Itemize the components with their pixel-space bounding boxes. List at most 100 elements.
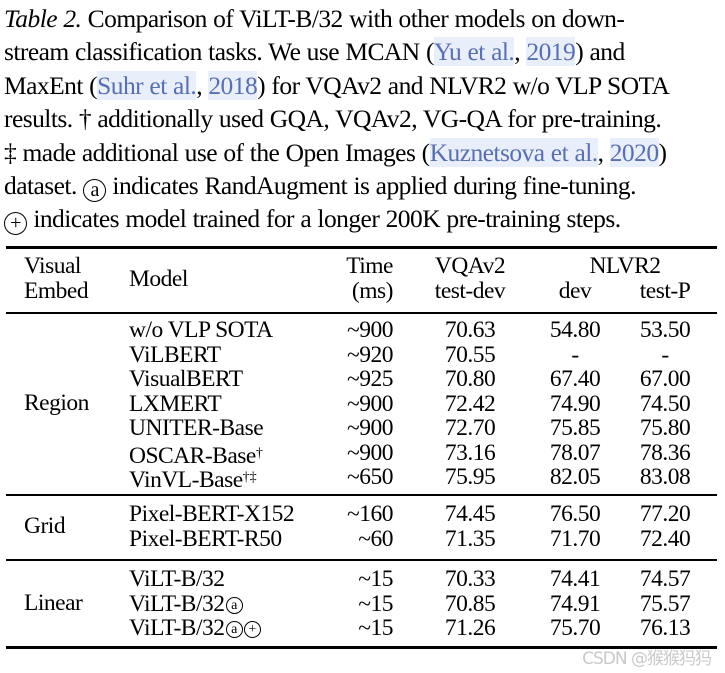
watermark: CSDN @猴猴犸犸 [582,649,712,669]
cell-testp: 75.57 [639,590,691,617]
circled-plus-icon: + [243,621,261,638]
citation-suhr-year[interactable]: 2018 [208,70,258,100]
group-rule-1 [6,494,717,496]
cell-testp: - [661,341,669,368]
model-name: OSCAR-Base [129,442,256,469]
cell-model: OSCAR-Base† [129,441,263,469]
cell-dev: 74.90 [549,390,601,417]
cell-testp: 53.50 [639,317,691,343]
group-label-region: Region [24,390,89,417]
cell-vqa: 74.45 [444,501,496,527]
model-name: ViLT-B/32 [129,615,225,641]
header-nlvr2-dev: dev [558,278,592,304]
cell-time: ~900 [347,390,393,417]
caption-line-2: stream classification tasks. We use MCAN… [4,37,625,67]
cell-testp: 67.00 [639,366,691,392]
cell-model: VisualBERT [129,367,243,392]
cell-model: Pixel-BERT-X152 [129,502,295,527]
cell-time: ~160 [347,501,393,527]
header-visual-embed-1: Visual [24,253,81,279]
cell-model: ViLT-B/32 a [129,591,243,617]
caption-line-3: MaxEnt (Suhr et al., 2018) for VQAv2 and… [4,70,670,100]
model-name: LXMERT [129,390,222,417]
model-name: VisualBERT [129,366,243,392]
cell-testp: 74.57 [639,566,691,592]
cell-time: ~60 [358,525,393,552]
header-time-1: Time [346,253,393,279]
caption-line-7: + indicates model trained for a longer 2… [4,202,720,236]
cell-model: ViLT-B/32 a + [129,616,261,641]
cell-time: ~920 [347,341,393,368]
cell-model: w/o VLP SOTA [129,318,273,343]
cell-vqa: 70.55 [444,341,496,368]
randaugment-circled-a-icon: a [225,596,243,614]
header-nlvr2: NLVR2 [589,253,661,279]
model-name: w/o VLP SOTA [129,317,273,343]
caption-line-4: results. † additionally used GQA, VQAv2,… [4,104,662,134]
cell-dev: 76.50 [549,501,601,527]
cell-dev: 67.40 [549,366,601,392]
group-label-grid: Grid [24,513,66,539]
cell-dev: - [571,341,579,368]
cell-testp: 78.36 [639,439,691,466]
cell-model: Pixel-BERT-R50 [129,525,282,552]
top-rule [6,246,717,249]
cell-time: ~15 [358,590,393,617]
table-caption: Table 2. Comparison of ViLT-B/32 with ot… [4,2,720,236]
cell-vqa: 70.85 [444,590,496,617]
citation-kuznetsova-year[interactable]: 2020 [609,137,659,167]
header-vqav2-split: test-dev [434,278,506,304]
cell-testp: 72.40 [639,525,691,552]
cell-vqa: 70.80 [444,366,496,392]
model-name: ViLBERT [129,341,221,368]
cell-testp: 77.20 [639,501,691,527]
citation-kuznetsova-authors[interactable]: Kuznetsova et al. [429,137,598,167]
model-name: Pixel-BERT-R50 [129,525,282,552]
dagger-mark: † [255,445,263,461]
model-name: UNITER-Base [129,415,264,441]
cell-dev: 78.07 [549,439,601,466]
cell-testp: 83.08 [639,464,691,490]
cell-time: ~900 [347,317,393,343]
dagger-mark: †‡ [242,470,257,485]
randaugment-circled-a-icon: a [225,621,243,638]
cell-model: ViLBERT [129,341,221,368]
cell-testp: 74.50 [639,390,691,417]
cell-vqa: 70.63 [444,317,496,343]
cell-dev: 75.70 [549,615,601,641]
model-name: ViLT-B/32 [129,566,225,592]
citation-suhr-authors[interactable]: Suhr et al. [97,70,197,100]
cell-time: ~15 [358,566,393,592]
cell-vqa: 73.16 [444,439,496,466]
cell-vqa: 71.26 [444,615,496,641]
cell-model: UNITER-Base [129,415,264,441]
header-vqav2: VQAv2 [434,253,506,279]
cell-model: VinVL-Base†‡ [129,465,257,493]
cell-time: ~925 [347,366,393,392]
cell-vqa: 72.70 [444,415,496,441]
cell-time: ~15 [358,615,393,641]
cell-dev: 74.41 [549,566,601,592]
citation-yu-year[interactable]: 2019 [526,37,576,67]
model-name: VinVL-Base [129,467,243,493]
cell-dev: 54.80 [549,317,601,343]
cell-dev: 82.05 [549,464,601,490]
randaugment-circled-a-icon: a [83,178,107,202]
citation-yu-authors[interactable]: Yu et al. [433,37,515,67]
header-model: Model [129,266,188,292]
cell-vqa: 71.35 [444,525,496,552]
group-rule-2 [6,559,717,561]
cell-model: LXMERT [129,390,222,417]
bottom-rule [6,646,717,649]
cell-dev: 71.70 [549,525,601,552]
caption-line-1: Table 2. Comparison of ViLT-B/32 with ot… [4,4,625,33]
header-nlvr2-testp: test-P [639,278,691,304]
caption-line-5: ‡ made additional use of the Open Images… [4,137,667,167]
header-time-2: (ms) [351,278,394,304]
cell-vqa: 75.95 [444,464,496,490]
cell-vqa: 72.42 [444,390,496,417]
cell-model: ViLT-B/32 [129,567,225,592]
cell-time: ~900 [347,415,393,441]
group-label-linear: Linear [24,590,83,617]
cell-testp: 76.13 [639,615,691,641]
